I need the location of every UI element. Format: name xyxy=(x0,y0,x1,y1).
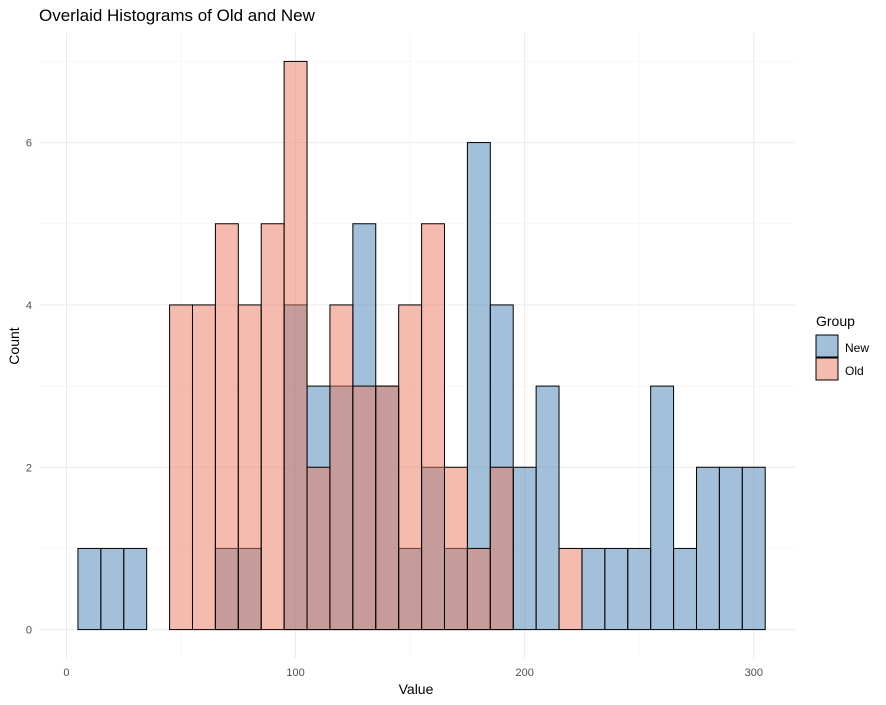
bar-old xyxy=(214,223,239,631)
bar-old xyxy=(489,466,514,631)
bar-new xyxy=(650,385,675,631)
bar-new xyxy=(581,547,606,631)
legend-key-old xyxy=(815,357,839,381)
bar-new xyxy=(718,466,743,631)
bar-old xyxy=(260,223,285,631)
bar-new xyxy=(535,385,560,631)
bar-new xyxy=(77,547,102,631)
y-tick-label: 6 xyxy=(26,138,32,150)
x-tick-label: 100 xyxy=(286,667,304,679)
bar-old xyxy=(398,304,423,631)
legend: Group New Old xyxy=(815,313,869,381)
bar-old xyxy=(443,466,468,631)
bar-old xyxy=(329,304,354,631)
bar-old xyxy=(283,60,308,631)
x-axis-title: Value xyxy=(399,681,434,697)
bar-new xyxy=(512,466,537,631)
legend-label-new: New xyxy=(845,341,869,355)
bar-old xyxy=(421,223,445,631)
bar-old xyxy=(352,385,377,631)
bar-old xyxy=(375,385,400,631)
x-tick-label: 300 xyxy=(745,667,763,679)
bar-new xyxy=(100,547,125,631)
bar-new xyxy=(123,547,148,631)
legend-key-new xyxy=(815,334,839,358)
chart-title: Overlaid Histograms of Old and New xyxy=(39,6,316,25)
bar-new xyxy=(741,466,766,631)
bar-old xyxy=(237,304,262,631)
y-tick-label: 0 xyxy=(26,625,32,637)
bar-new xyxy=(604,547,629,631)
tick-labels: 0 100 200 300 0 2 4 6 xyxy=(26,138,763,679)
bars xyxy=(77,60,766,631)
x-tick-label: 0 xyxy=(63,667,69,679)
bar-new xyxy=(673,547,697,631)
legend-label-old: Old xyxy=(845,364,864,378)
y-axis-title: Count xyxy=(6,327,22,364)
bar-old xyxy=(191,304,216,631)
bar-old xyxy=(169,304,193,631)
x-tick-label: 200 xyxy=(515,667,533,679)
legend-title: Group xyxy=(816,313,855,329)
bar-old xyxy=(306,466,331,631)
bar-new xyxy=(695,466,720,631)
bar-new xyxy=(627,547,652,631)
y-tick-label: 2 xyxy=(26,462,32,474)
y-tick-label: 4 xyxy=(26,300,32,312)
bar-old xyxy=(558,547,583,631)
bar-old xyxy=(466,547,491,631)
